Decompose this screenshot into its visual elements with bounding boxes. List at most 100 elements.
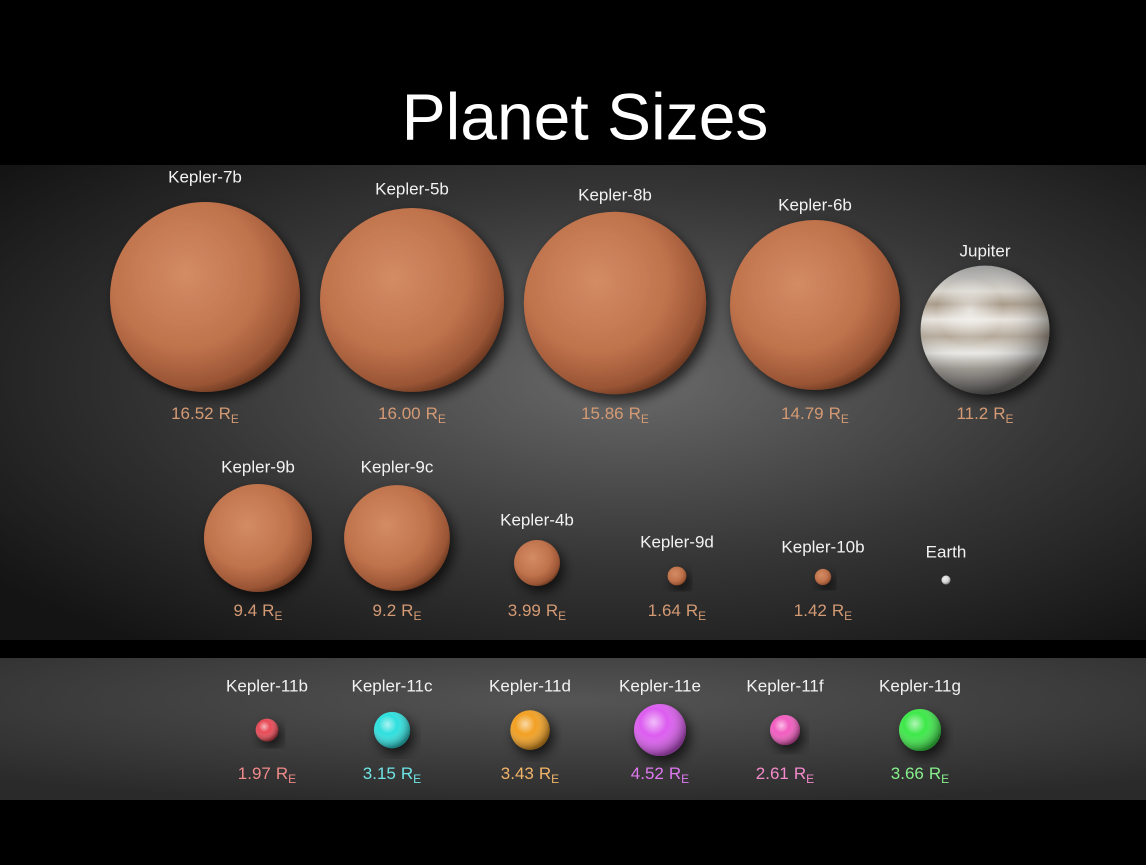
planet-name: Kepler-8b — [578, 185, 652, 204]
planet-name: Kepler-11f — [746, 676, 823, 695]
title: Planet Sizes — [402, 79, 769, 153]
radius-label: 1.64 RE — [648, 601, 706, 623]
radius-label: 16.00 RE — [378, 404, 446, 426]
unit-symbol: R — [832, 601, 844, 620]
unit-symbol: R — [539, 764, 551, 783]
unit-subscript: E — [231, 412, 239, 426]
unit-symbol: R — [629, 404, 641, 423]
planet-name: Kepler-9c — [361, 457, 434, 476]
planet-name: Earth — [926, 542, 967, 561]
radius-value: 2.61 — [756, 764, 789, 783]
radius-label: 14.79 RE — [781, 404, 849, 426]
unit-subscript: E — [288, 772, 296, 786]
unit-subscript: E — [698, 609, 706, 623]
unit-subscript: E — [681, 772, 689, 786]
unit-symbol: R — [993, 404, 1005, 423]
radius-value: 3.15 — [363, 764, 396, 783]
unit-subscript: E — [1006, 412, 1014, 426]
radius-value: 16.00 — [378, 404, 421, 423]
planet-name: Kepler-11c — [352, 676, 433, 695]
radius-label: 3.15 RE — [363, 764, 421, 786]
planet-shading — [255, 718, 279, 742]
planet-name: Kepler-9b — [221, 457, 295, 476]
unit-subscript: E — [551, 772, 559, 786]
radius-value: 9.2 — [373, 601, 397, 620]
unit-subscript: E — [941, 772, 949, 786]
unit-symbol: R — [276, 764, 288, 783]
unit-subscript: E — [641, 412, 649, 426]
planet-name: Kepler-10b — [781, 537, 864, 556]
radius-label: 11.2 RE — [956, 404, 1013, 426]
planet — [110, 202, 300, 392]
unit-symbol: R — [669, 764, 681, 783]
planet — [523, 211, 707, 395]
radius-value: 16.52 — [171, 404, 214, 423]
unit-symbol: R — [546, 601, 558, 620]
planet-shading — [373, 711, 411, 749]
planet-name: Kepler-11g — [879, 676, 961, 695]
radius-label: 1.42 RE — [794, 601, 852, 623]
planet-shading — [941, 575, 951, 585]
radius-label: 3.43 RE — [501, 764, 559, 786]
unit-subscript: E — [558, 609, 566, 623]
radius-value: 14.79 — [781, 404, 824, 423]
planet — [514, 540, 560, 586]
radius-value: 4.52 — [631, 764, 664, 783]
radius-label: 3.66 RE — [891, 764, 949, 786]
radius-value: 11.2 — [956, 404, 988, 423]
radius-value: 1.42 — [794, 601, 827, 620]
radius-label: 9.2 RE — [373, 601, 422, 623]
unit-symbol: R — [829, 404, 841, 423]
radius-value: 1.97 — [238, 764, 271, 783]
planet — [729, 219, 901, 391]
planet — [667, 566, 687, 586]
planet-name: Kepler-11e — [619, 676, 701, 695]
planet-name: Jupiter — [959, 241, 1010, 260]
radius-value: 3.66 — [891, 764, 924, 783]
planet-shading — [634, 704, 686, 756]
unit-symbol: R — [794, 764, 806, 783]
radius-value: 3.43 — [501, 764, 534, 783]
planet — [814, 568, 832, 586]
unit-subscript: E — [844, 609, 852, 623]
planet-name: Kepler-4b — [500, 510, 574, 529]
unit-symbol: R — [219, 404, 231, 423]
planet-shading — [510, 710, 550, 750]
radius-label: 4.52 RE — [631, 764, 689, 786]
unit-subscript: E — [806, 772, 814, 786]
unit-subscript: E — [413, 609, 421, 623]
planet — [203, 483, 313, 593]
planet-name: Kepler-5b — [375, 179, 449, 198]
planet-shading — [920, 265, 1050, 395]
radius-value: 9.4 — [234, 601, 258, 620]
planet-name: Kepler-11b — [226, 676, 308, 695]
planet-shading — [898, 708, 942, 752]
radius-label: 1.97 RE — [238, 764, 296, 786]
planet-name: Kepler-7b — [168, 167, 242, 186]
radius-value: 1.64 — [648, 601, 681, 620]
radius-label: 2.61 RE — [756, 764, 814, 786]
radius-value: 3.99 — [508, 601, 541, 620]
radius-label: 9.4 RE — [234, 601, 283, 623]
radius-label: 16.52 RE — [171, 404, 239, 426]
panel — [0, 658, 1146, 800]
planet — [344, 485, 450, 591]
radius-value: 15.86 — [581, 404, 624, 423]
planet-name: Kepler-9d — [640, 532, 714, 551]
unit-symbol: R — [262, 601, 274, 620]
unit-symbol: R — [401, 601, 413, 620]
unit-subscript: E — [413, 772, 421, 786]
unit-symbol: R — [426, 404, 438, 423]
planet-name: Kepler-11d — [489, 676, 571, 695]
unit-subscript: E — [438, 412, 446, 426]
radius-label: 3.99 RE — [508, 601, 566, 623]
planet-shading — [769, 714, 801, 746]
unit-symbol: R — [686, 601, 698, 620]
unit-symbol: R — [929, 764, 941, 783]
unit-subscript: E — [841, 412, 849, 426]
planet — [320, 208, 504, 392]
radius-label: 15.86 RE — [581, 404, 649, 426]
unit-subscript: E — [274, 609, 282, 623]
